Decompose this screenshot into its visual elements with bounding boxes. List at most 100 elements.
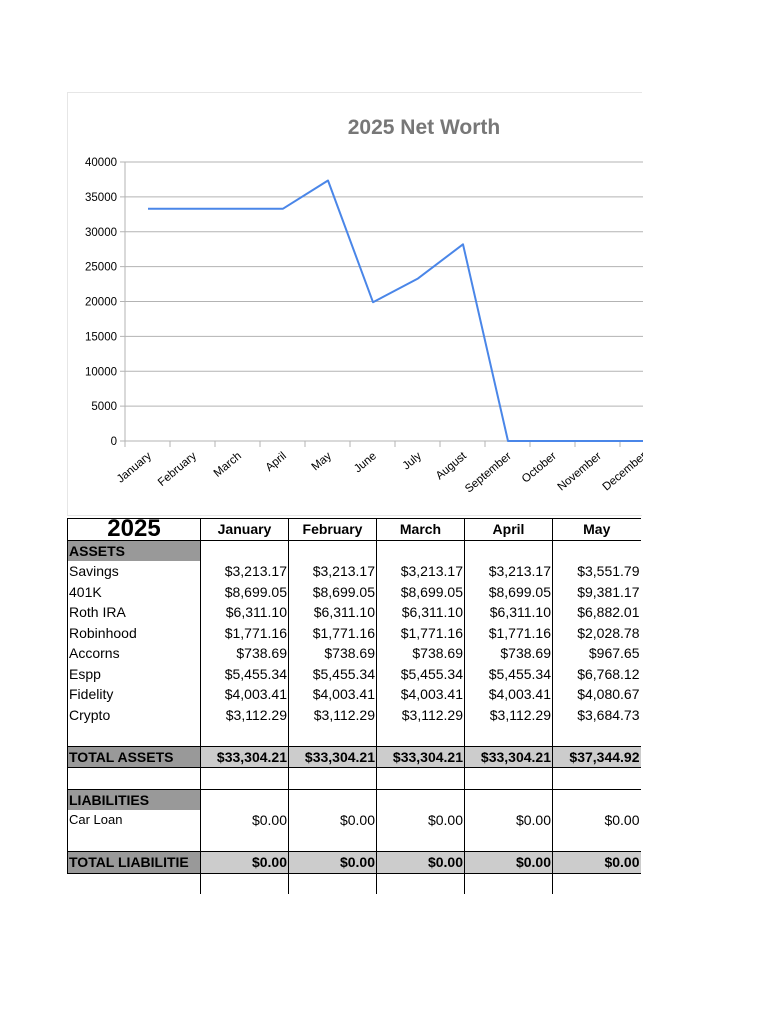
value-cell[interactable]: $3,213.17 — [200, 561, 289, 582]
value-cell[interactable]: $3,213.17 — [288, 561, 377, 582]
value-cell[interactable]: $1,771.16 — [464, 622, 553, 643]
value-cell[interactable]: $5,455.34 — [464, 663, 553, 684]
value-cell[interactable]: $6,311.10 — [200, 602, 289, 623]
empty-cell[interactable] — [376, 725, 465, 746]
empty-cell[interactable] — [376, 830, 465, 852]
value-cell[interactable]: $3,112.29 — [376, 704, 465, 725]
value-cell[interactable]: $3,551.79 — [552, 561, 641, 582]
value-cell[interactable]: $6,768.12 — [552, 663, 641, 684]
row-label[interactable]: Car Loan — [67, 810, 201, 831]
value-cell[interactable]: $738.69 — [200, 643, 289, 664]
year-cell[interactable]: 2025 — [67, 518, 201, 541]
empty-cell[interactable] — [464, 767, 553, 789]
empty-cell[interactable] — [288, 788, 377, 810]
value-cell[interactable]: $738.69 — [376, 643, 465, 664]
value-cell[interactable]: $0.00 — [552, 810, 641, 831]
value-cell[interactable]: $2,028.78 — [552, 622, 641, 643]
empty-cell[interactable] — [552, 873, 641, 894]
row-label[interactable]: 401K — [67, 581, 201, 602]
value-cell[interactable]: $3,684.73 — [552, 704, 641, 725]
month-header[interactable]: May — [552, 518, 641, 541]
value-cell[interactable]: $3,112.29 — [200, 704, 289, 725]
value-cell[interactable]: $0.00 — [200, 810, 289, 831]
value-cell[interactable]: $6,882.01 — [552, 602, 641, 623]
section-label[interactable]: LIABILITIES — [67, 788, 201, 810]
row-label[interactable]: Roth IRA — [67, 602, 201, 623]
month-header[interactable]: February — [288, 518, 377, 541]
total-value[interactable]: $0.00 — [376, 851, 465, 874]
row-label[interactable]: Crypto — [67, 704, 201, 725]
empty-cell[interactable] — [288, 767, 377, 789]
empty-cell[interactable] — [552, 830, 641, 852]
empty-cell[interactable] — [464, 725, 553, 746]
value-cell[interactable]: $4,080.67 — [552, 684, 641, 705]
empty-cell[interactable] — [552, 788, 641, 810]
value-cell[interactable]: $3,112.29 — [464, 704, 553, 725]
empty-cell[interactable] — [552, 540, 641, 561]
empty-cell[interactable] — [200, 873, 289, 894]
total-value[interactable]: $33,304.21 — [464, 745, 553, 768]
row-label[interactable]: Robinhood — [67, 622, 201, 643]
value-cell[interactable]: $8,699.05 — [464, 581, 553, 602]
total-value[interactable]: $33,304.21 — [288, 745, 377, 768]
value-cell[interactable]: $4,003.41 — [464, 684, 553, 705]
row-label[interactable]: Accorns — [67, 643, 201, 664]
value-cell[interactable]: $738.69 — [288, 643, 377, 664]
value-cell[interactable]: $8,699.05 — [376, 581, 465, 602]
value-cell[interactable]: $9,381.17 — [552, 581, 641, 602]
empty-cell[interactable] — [200, 767, 289, 789]
total-value[interactable]: $37,344.92 — [552, 745, 641, 768]
empty-cell[interactable] — [200, 788, 289, 810]
value-cell[interactable]: $6,311.10 — [464, 602, 553, 623]
value-cell[interactable]: $4,003.41 — [288, 684, 377, 705]
total-value[interactable]: $33,304.21 — [200, 745, 289, 768]
value-cell[interactable]: $6,311.10 — [376, 602, 465, 623]
empty-cell[interactable] — [288, 725, 377, 746]
empty-cell[interactable] — [200, 725, 289, 746]
month-header[interactable]: January — [200, 518, 289, 541]
value-cell[interactable]: $1,771.16 — [376, 622, 465, 643]
empty-cell[interactable] — [288, 830, 377, 852]
empty-cell[interactable] — [376, 788, 465, 810]
value-cell[interactable]: $1,771.16 — [200, 622, 289, 643]
total-value[interactable]: $0.00 — [288, 851, 377, 874]
row-label[interactable]: Savings — [67, 561, 201, 582]
empty-cell[interactable] — [67, 830, 201, 852]
month-header[interactable]: March — [376, 518, 465, 541]
month-header[interactable]: April — [464, 518, 553, 541]
value-cell[interactable]: $3,112.29 — [288, 704, 377, 725]
value-cell[interactable]: $0.00 — [288, 810, 377, 831]
empty-cell[interactable] — [464, 830, 553, 852]
value-cell[interactable]: $4,003.41 — [200, 684, 289, 705]
empty-cell[interactable] — [552, 767, 641, 789]
value-cell[interactable]: $5,455.34 — [376, 663, 465, 684]
row-label[interactable]: Fidelity — [67, 684, 201, 705]
empty-cell[interactable] — [376, 540, 465, 561]
value-cell[interactable]: $4,003.41 — [376, 684, 465, 705]
empty-cell[interactable] — [68, 873, 201, 894]
empty-cell[interactable] — [464, 873, 553, 894]
section-label[interactable]: ASSETS — [67, 540, 201, 561]
empty-cell[interactable] — [288, 540, 377, 561]
empty-cell[interactable] — [464, 540, 553, 561]
empty-cell[interactable] — [67, 725, 201, 746]
empty-cell[interactable] — [67, 767, 201, 789]
value-cell[interactable]: $1,771.16 — [288, 622, 377, 643]
empty-cell[interactable] — [552, 725, 641, 746]
value-cell[interactable]: $6,311.10 — [288, 602, 377, 623]
empty-cell[interactable] — [288, 873, 377, 894]
value-cell[interactable]: $8,699.05 — [288, 581, 377, 602]
value-cell[interactable]: $3,213.17 — [464, 561, 553, 582]
total-value[interactable]: $33,304.21 — [376, 745, 465, 768]
total-label[interactable]: TOTAL LIABILITIE — [67, 851, 201, 874]
value-cell[interactable]: $3,213.17 — [376, 561, 465, 582]
value-cell[interactable]: $5,455.34 — [200, 663, 289, 684]
value-cell[interactable]: $967.65 — [552, 643, 641, 664]
value-cell[interactable]: $0.00 — [464, 810, 553, 831]
value-cell[interactable]: $5,455.34 — [288, 663, 377, 684]
empty-cell[interactable] — [200, 830, 289, 852]
empty-cell[interactable] — [376, 767, 465, 789]
value-cell[interactable]: $738.69 — [464, 643, 553, 664]
total-value[interactable]: $0.00 — [200, 851, 289, 874]
total-label[interactable]: TOTAL ASSETS — [67, 745, 201, 768]
